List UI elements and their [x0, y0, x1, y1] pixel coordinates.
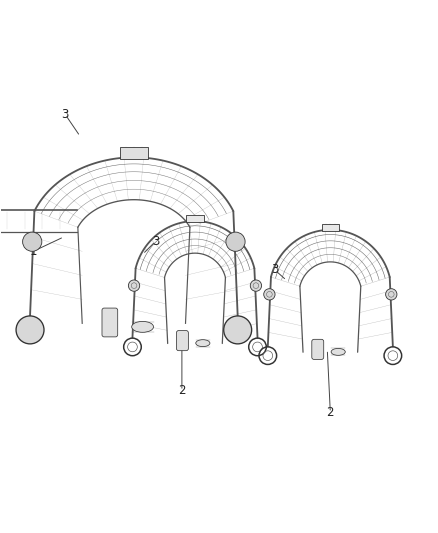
Circle shape: [128, 280, 140, 291]
Text: 1: 1: [30, 245, 37, 258]
Text: 2: 2: [327, 406, 334, 419]
Circle shape: [224, 316, 252, 344]
FancyBboxPatch shape: [312, 340, 324, 359]
Text: 2: 2: [178, 384, 186, 398]
Bar: [120, 147, 148, 159]
Text: 3: 3: [62, 108, 69, 121]
Text: 3: 3: [152, 235, 159, 248]
Circle shape: [250, 280, 261, 291]
Ellipse shape: [331, 349, 345, 356]
FancyBboxPatch shape: [102, 308, 118, 337]
Ellipse shape: [132, 321, 153, 332]
Ellipse shape: [196, 340, 210, 346]
Circle shape: [264, 289, 275, 300]
FancyBboxPatch shape: [177, 330, 188, 351]
Bar: [186, 215, 204, 222]
Circle shape: [226, 232, 245, 252]
Circle shape: [23, 232, 42, 252]
Circle shape: [385, 289, 397, 300]
Bar: [321, 224, 339, 231]
Circle shape: [16, 316, 44, 344]
Text: 3: 3: [271, 263, 279, 277]
